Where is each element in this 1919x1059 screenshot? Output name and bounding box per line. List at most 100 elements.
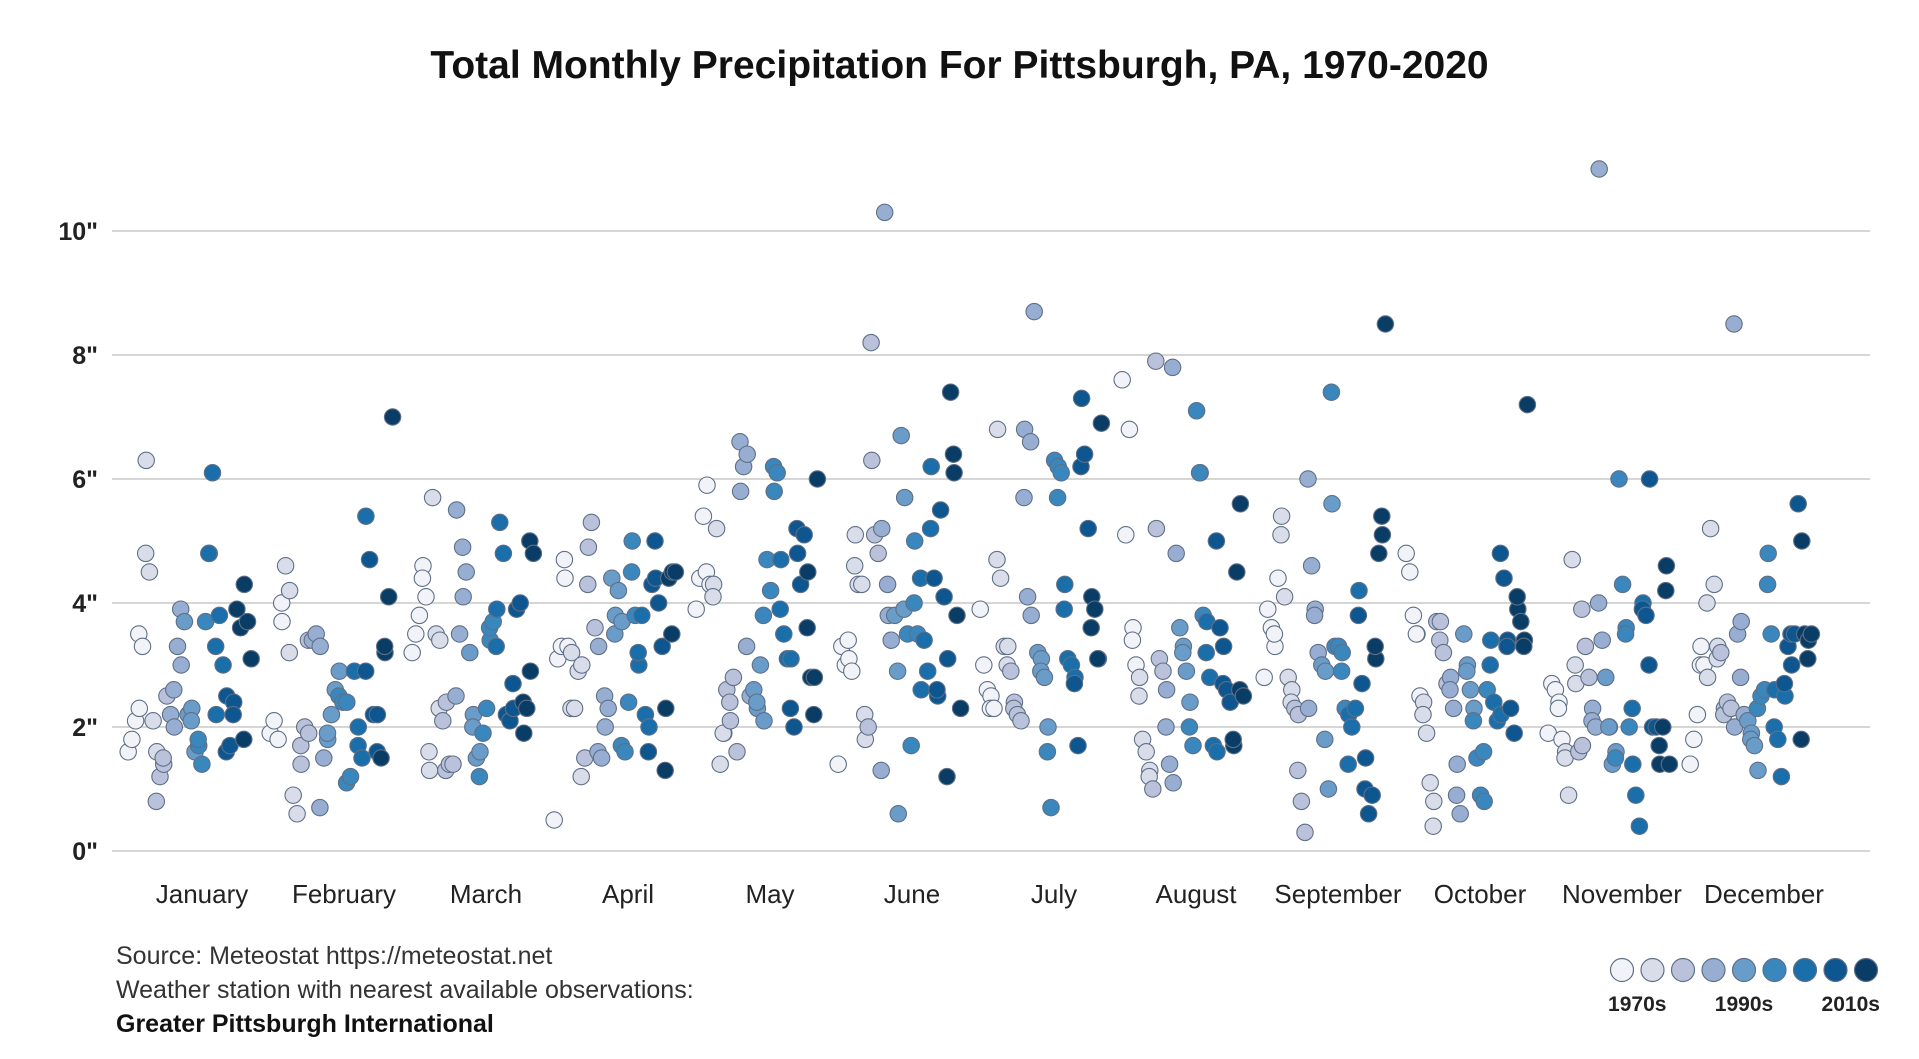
data-point (318, 724, 337, 742)
data-point (991, 569, 1010, 587)
data-point (1181, 693, 1199, 711)
data-point (1092, 414, 1111, 432)
data-point (704, 588, 722, 606)
data-point (1231, 495, 1250, 513)
data-point (555, 550, 574, 569)
data-point (653, 637, 671, 656)
data-point (656, 761, 674, 780)
data-point (521, 662, 540, 680)
data-point (912, 681, 930, 699)
data-point (1650, 736, 1668, 755)
legend-label: 1970s (1608, 993, 1666, 1016)
y-tick-label: 2" (72, 714, 98, 742)
data-point (130, 699, 149, 718)
station-name: Greater Pittsburgh International (116, 1010, 494, 1038)
data-point (1147, 352, 1165, 370)
data-point (1434, 643, 1453, 662)
data-point (782, 650, 800, 668)
data-point (878, 575, 897, 594)
data-point (1039, 718, 1057, 736)
data-point (273, 612, 291, 631)
data-point (447, 501, 466, 519)
data-point (1563, 550, 1581, 569)
data-point (1685, 730, 1703, 749)
data-point (805, 705, 823, 724)
y-tick-label: 0" (72, 838, 98, 866)
data-point (1451, 805, 1469, 823)
data-point (1302, 557, 1321, 575)
data-point (292, 755, 310, 773)
data-point (1120, 420, 1139, 439)
y-tick-label: 4" (72, 590, 98, 618)
data-point (1359, 805, 1378, 823)
data-point (1147, 519, 1166, 538)
data-point (471, 743, 489, 761)
data-point (687, 600, 705, 618)
data-point (1259, 600, 1277, 618)
data-point (1475, 792, 1493, 811)
data-point (945, 464, 963, 482)
data-point (579, 538, 598, 556)
data-point (905, 594, 923, 612)
data-point (724, 668, 743, 687)
data-point (1332, 662, 1351, 680)
data-point (403, 643, 421, 662)
data-point (944, 445, 963, 463)
data-point (1627, 786, 1645, 804)
data-point (165, 718, 184, 736)
data-point (1758, 575, 1777, 594)
data-point (666, 563, 685, 581)
data-point (1269, 569, 1287, 587)
data-point (1349, 606, 1368, 625)
data-point (1623, 699, 1641, 718)
data-point (572, 767, 590, 786)
data-point (144, 712, 162, 730)
data-point (322, 705, 341, 724)
data-point (1698, 594, 1716, 612)
data-point (1749, 761, 1767, 780)
data-point (1610, 470, 1628, 488)
data-point (798, 619, 816, 637)
data-point (1065, 674, 1084, 693)
data-point (1404, 606, 1423, 625)
data-point (210, 606, 229, 625)
data-point (474, 724, 492, 742)
data-point (434, 712, 452, 730)
data-point (918, 662, 937, 680)
data-point (873, 519, 891, 538)
data-point (640, 718, 658, 736)
data-point (1455, 625, 1473, 643)
data-point (938, 767, 956, 786)
data-point (454, 588, 472, 606)
data-point (1725, 315, 1743, 333)
data-point (206, 637, 225, 656)
data-point (1275, 588, 1294, 606)
data-point (1021, 433, 1040, 451)
data-point (1305, 606, 1324, 625)
data-point (1775, 674, 1794, 693)
data-point (771, 600, 789, 618)
data-point (1793, 532, 1811, 550)
data-point (1444, 699, 1463, 718)
data-point (902, 736, 920, 755)
data-point (808, 470, 827, 488)
data-point (1624, 755, 1642, 773)
data-point (1319, 780, 1338, 798)
x-tick-label: November (1562, 879, 1682, 909)
data-point (175, 612, 194, 631)
data-point (147, 792, 166, 811)
data-point (1505, 724, 1523, 742)
data-point (511, 594, 529, 612)
data-point (349, 718, 368, 736)
data-point (623, 532, 641, 550)
data-point (1048, 488, 1067, 507)
data-point (1474, 743, 1493, 761)
data-point (565, 699, 584, 718)
station-note: Weather station with nearest available o… (116, 976, 694, 1004)
data-point (470, 767, 489, 786)
data-point (1069, 736, 1087, 755)
data-point (1512, 612, 1530, 631)
data-point (925, 569, 943, 587)
data-point (1154, 662, 1172, 680)
data-point (853, 575, 871, 594)
